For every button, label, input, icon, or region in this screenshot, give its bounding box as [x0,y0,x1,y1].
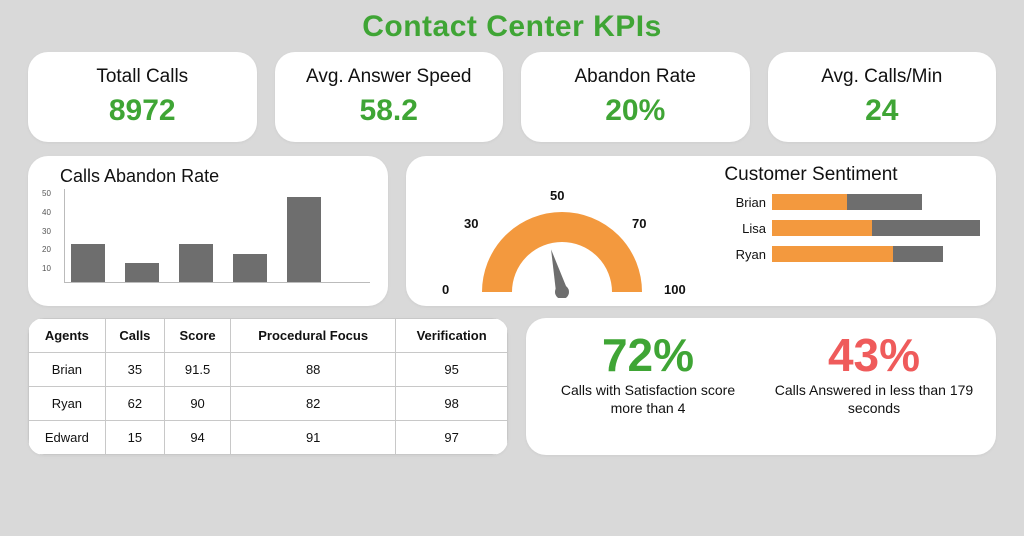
kpi-value: 8972 [36,94,249,128]
bottom-stats-card: 72% Calls with Satisfaction score more t… [526,318,996,455]
table-cell: 15 [105,421,164,455]
kpi-avg-answer-speed: Avg. Answer Speed 58.2 [275,52,504,142]
kpi-value: 24 [776,94,989,128]
sentiment-agent-row: Brian [722,194,980,210]
agents-table: AgentsCallsScoreProcedural FocusVerifica… [28,318,508,455]
table-cell: Brian [29,353,106,387]
table-cell: 94 [165,421,231,455]
stat-desc: Calls with Satisfaction score more than … [544,382,752,417]
table-header-cell: Verification [396,319,508,353]
kpi-label: Avg. Answer Speed [283,66,496,88]
page-title: Contact Center KPIs [0,0,1024,52]
table-cell: 88 [231,353,396,387]
sentiment-bar-segment [847,194,922,210]
sentiment-bar-segment [893,246,943,262]
sentiment-bar-segment [772,246,893,262]
table-header-row: AgentsCallsScoreProcedural FocusVerifica… [29,319,508,353]
kpi-value: 20% [529,94,742,128]
sentiment-agent-row: Lisa [722,220,980,236]
kpi-avg-calls-min: Avg. Calls/Min 24 [768,52,997,142]
stat-value: 72% [544,332,752,378]
gauge-tick: 0 [442,282,449,297]
kpi-total-calls: Totall Calls 8972 [28,52,257,142]
agents-table-card: AgentsCallsScoreProcedural FocusVerifica… [28,318,508,455]
customer-sentiment-card: Customer Sentiment 0 30 50 70 100 Brian Lisa R… [406,156,996,306]
stat-answered-time: 43% Calls Answered in less than 179 seco… [770,332,978,445]
table-header-cell: Calls [105,319,164,353]
table-cell: Edward [29,421,106,455]
abandon-bar [179,244,213,282]
abandon-bar-chart: 50 40 30 20 10 [42,189,374,289]
table-row: Brian3591.58895 [29,353,508,387]
table-cell: Ryan [29,387,106,421]
gauge-svg [422,188,702,298]
y-tick: 30 [42,227,51,236]
table-cell: 62 [105,387,164,421]
sentiment-agent-name: Brian [722,195,766,210]
bottom-row: AgentsCallsScoreProcedural FocusVerifica… [0,318,1024,455]
y-tick: 10 [42,264,51,273]
sentiment-title: Customer Sentiment [642,164,980,186]
abandon-bar [233,254,267,282]
kpi-abandon-rate: Abandon Rate 20% [521,52,750,142]
sentiment-agent-name: Ryan [722,247,766,262]
gauge-tick: 70 [632,216,646,231]
kpi-label: Totall Calls [36,66,249,88]
table-row: Ryan62908298 [29,387,508,421]
sentiment-agent-bar [772,194,980,210]
sentiment-agent-bar [772,220,980,236]
abandon-bar [287,197,321,282]
table-header-cell: Score [165,319,231,353]
abandon-rate-chart-card: Calls Abandon Rate 50 40 30 20 10 [28,156,388,306]
abandon-chart-title: Calls Abandon Rate [60,166,374,187]
table-cell: 90 [165,387,231,421]
stat-value: 43% [770,332,978,378]
table-cell: 95 [396,353,508,387]
abandon-bar [71,244,105,282]
table-cell: 91.5 [165,353,231,387]
sentiment-agent-bars: Brian Lisa Ryan [722,188,980,272]
sentiment-gauge: 0 30 50 70 100 [422,188,702,298]
table-cell: 35 [105,353,164,387]
sentiment-bar-segment [772,194,847,210]
kpi-label: Avg. Calls/Min [776,66,989,88]
table-cell: 82 [231,387,396,421]
y-tick: 50 [42,189,51,198]
stat-satisfaction: 72% Calls with Satisfaction score more t… [544,332,752,445]
sentiment-agent-row: Ryan [722,246,980,262]
gauge-tick: 30 [464,216,478,231]
gauge-tick: 100 [664,282,686,297]
table-row: Edward15949197 [29,421,508,455]
sentiment-agent-bar [772,246,980,262]
stat-desc: Calls Answered in less than 179 seconds [770,382,978,417]
table-header-cell: Agents [29,319,106,353]
y-tick: 40 [42,208,51,217]
table-header-cell: Procedural Focus [231,319,396,353]
kpi-row: Totall Calls 8972 Avg. Answer Speed 58.2… [0,52,1024,142]
table-cell: 98 [396,387,508,421]
table-cell: 91 [231,421,396,455]
charts-row: Calls Abandon Rate 50 40 30 20 10 Customer S… [0,156,1024,306]
sentiment-bar-segment [872,220,980,236]
y-tick: 20 [42,245,51,254]
kpi-value: 58.2 [283,94,496,128]
gauge-tick: 50 [550,188,564,203]
table-cell: 97 [396,421,508,455]
table-body: Brian3591.58895Ryan62908298Edward1594919… [29,353,508,455]
sentiment-agent-name: Lisa [722,221,766,236]
sentiment-bar-segment [772,220,872,236]
abandon-bars [64,189,370,283]
abandon-bar [125,263,159,282]
kpi-label: Abandon Rate [529,66,742,88]
